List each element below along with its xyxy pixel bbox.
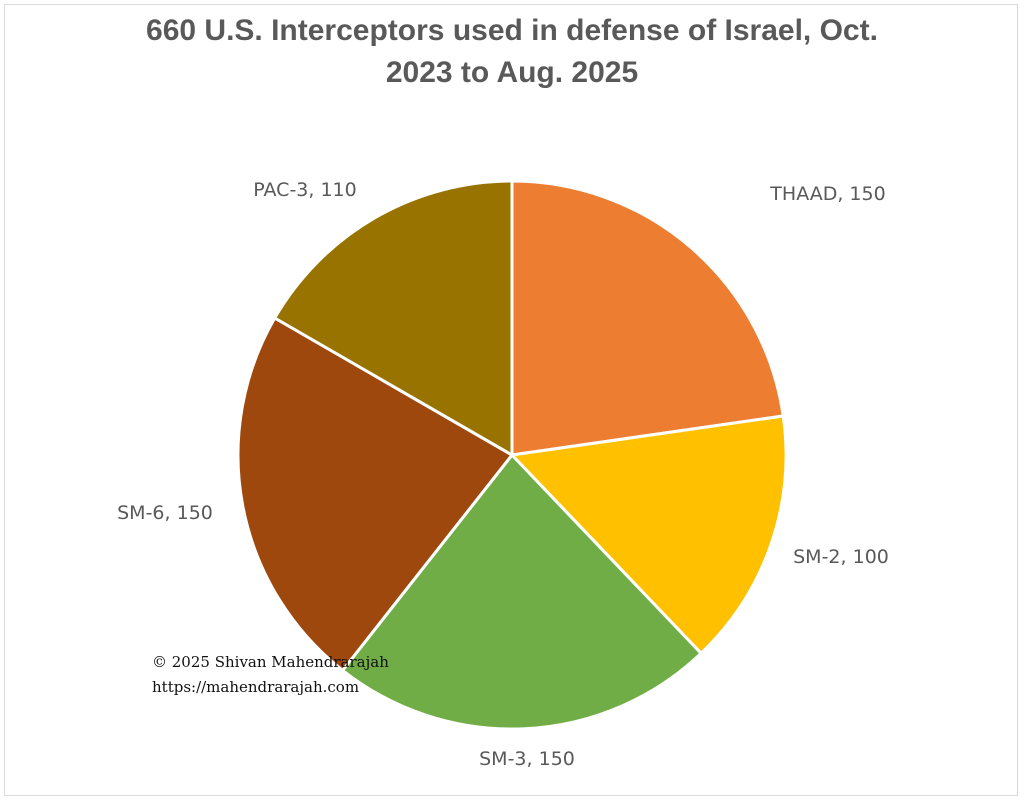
chart-title: 660 U.S. Interceptors used in defense of… <box>0 10 1024 94</box>
credit-block: © 2025 Shivan Mahendrarajah https://mahe… <box>152 650 389 700</box>
pie-label-sm-3: SM-3, 150 <box>479 748 575 770</box>
pie-slice-thaad <box>510 179 785 457</box>
chart-title-line-2: 2023 to Aug. 2025 <box>385 56 639 89</box>
pie-slice-sm-6 <box>236 316 514 672</box>
pie-label-thaad: THAAD, 150 <box>769 183 885 205</box>
pie-slice-pac-3 <box>273 179 514 457</box>
pie-slices <box>236 179 788 731</box>
pie-slice-sm-2 <box>510 414 788 655</box>
pie-slice-sm-3 <box>341 453 703 731</box>
pie-label-sm-6: SM-6, 150 <box>117 502 213 524</box>
pie-label-pac-3: PAC-3, 110 <box>253 179 356 201</box>
pie-labels: THAAD, 150 SM-2, 100 SM-3, 150 SM-6, 150 PAC… <box>117 179 889 770</box>
chart-title-line-1: 660 U.S. Interceptors used in defense of… <box>146 14 878 47</box>
credit-url: https://mahendrarajah.com <box>152 678 360 696</box>
pie-label-sm-2: SM-2, 100 <box>793 546 889 568</box>
copyright-text: © 2025 Shivan Mahendrarajah <box>152 653 389 671</box>
